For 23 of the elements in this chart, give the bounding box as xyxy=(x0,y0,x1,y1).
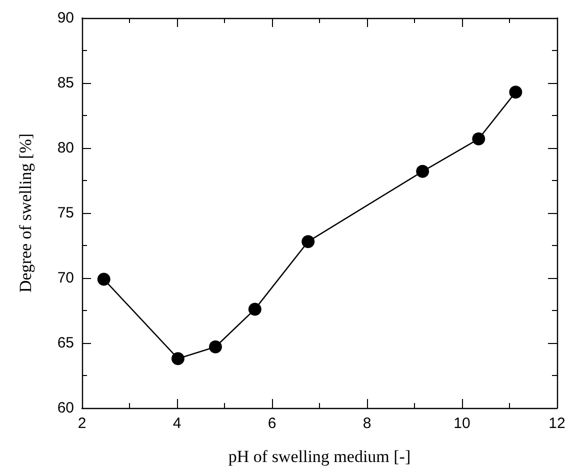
point xyxy=(171,352,184,366)
x-tick-label: 10 xyxy=(454,415,470,432)
point xyxy=(509,86,522,99)
point xyxy=(97,272,110,286)
y-tick-label: 85 xyxy=(57,74,74,92)
x-tick-label: 4 xyxy=(172,415,182,432)
y-tick-label: 80 xyxy=(57,140,74,156)
y-tick-label: 65 xyxy=(57,334,74,352)
x-axis-title: pH of swelling medium [-] xyxy=(228,447,411,466)
point xyxy=(302,235,315,248)
point xyxy=(208,340,222,354)
y-tick-label: 70 xyxy=(57,270,74,286)
y-tick-label: 60 xyxy=(57,400,74,416)
x-tick-label: 8 xyxy=(362,415,372,432)
x-tick-label: 12 xyxy=(548,415,566,432)
point xyxy=(472,132,486,146)
point xyxy=(248,302,262,316)
y-tick-label: 75 xyxy=(57,204,74,222)
y-axis-title: Degree of swelling [%] xyxy=(16,133,35,293)
x-tick-label: 2 xyxy=(78,415,86,432)
y-tick-label: 90 xyxy=(57,10,74,26)
point xyxy=(416,164,430,178)
x-tick-label: 6 xyxy=(268,415,276,432)
